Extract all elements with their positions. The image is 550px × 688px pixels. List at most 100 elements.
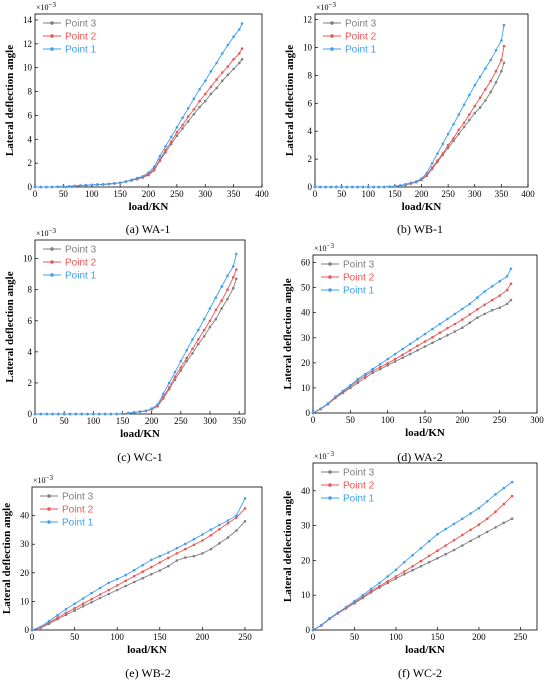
exponent-value: −3 — [329, 1, 337, 9]
legend-label: Point 1 — [65, 45, 97, 56]
data-point — [509, 298, 513, 302]
data-point — [84, 183, 88, 187]
y-axis-label: Lateral deflection angle — [282, 278, 294, 389]
exponent-label: ×10−3 — [36, 1, 56, 12]
y-tick-label: 20 — [301, 555, 311, 565]
data-point — [403, 570, 406, 573]
data-point — [184, 556, 187, 559]
data-point — [81, 597, 85, 600]
data-point — [394, 568, 398, 572]
data-point — [175, 552, 179, 555]
data-point — [393, 360, 397, 363]
data-point — [414, 180, 418, 183]
data-point — [453, 330, 457, 333]
data-point — [138, 410, 142, 414]
data-point — [438, 331, 442, 335]
y-tick-label: 10 — [301, 383, 311, 393]
y-tick-label: 10 — [23, 254, 33, 264]
data-point — [56, 185, 59, 189]
x-tick-label: 100 — [381, 415, 395, 425]
data-point — [404, 182, 407, 186]
data-point — [408, 352, 412, 356]
data-point — [408, 349, 412, 352]
data-point — [408, 342, 412, 346]
legend-marker — [328, 470, 332, 474]
data-point — [452, 136, 455, 140]
legend-label: Point 2 — [343, 481, 375, 492]
data-point — [419, 546, 423, 550]
data-point — [468, 118, 471, 122]
x-axis-label-text: load/ — [129, 201, 153, 213]
data-point — [498, 280, 502, 283]
data-point — [175, 126, 179, 129]
data-point — [56, 613, 59, 617]
data-point — [167, 381, 171, 385]
x-tick-label: 250 — [514, 632, 528, 642]
data-point — [179, 369, 183, 372]
data-point — [107, 182, 111, 186]
x-tick-label: 250 — [170, 189, 184, 199]
x-tick-label: 0 — [30, 632, 35, 642]
data-point — [388, 185, 391, 188]
x-tick-label: 150 — [418, 415, 432, 425]
data-point — [220, 299, 223, 302]
data-point — [214, 296, 218, 299]
data-point — [505, 275, 509, 278]
legend-marker — [328, 262, 332, 266]
legend-marker — [47, 520, 51, 524]
data-point — [204, 92, 207, 96]
chart-e: 0 50 100 150 200 250 0 10 20 30 40 ×10−3 Lateral def… — [1, 474, 263, 680]
x-tick-label: 200 — [472, 632, 486, 642]
data-point — [356, 379, 360, 383]
data-point — [73, 607, 76, 610]
y-tick-label: 40 — [301, 486, 311, 496]
data-point — [30, 628, 34, 632]
legend-marker — [328, 275, 332, 279]
data-point — [221, 52, 224, 55]
data-point — [167, 564, 170, 568]
legend-marker — [330, 47, 334, 51]
data-point — [158, 561, 162, 564]
data-point — [232, 58, 235, 61]
data-point — [144, 409, 148, 413]
data-point — [367, 185, 370, 189]
data-point — [192, 543, 196, 547]
data-point — [192, 538, 196, 541]
data-point — [484, 88, 487, 91]
data-point — [502, 486, 506, 490]
x-tick-label: 100 — [85, 189, 99, 199]
data-point — [509, 282, 513, 286]
data-point — [167, 551, 170, 554]
data-point — [107, 592, 110, 596]
y-axis-label: Lateral deflection angle — [4, 45, 16, 156]
data-point — [334, 395, 337, 399]
data-point — [109, 412, 113, 416]
data-point — [220, 285, 223, 288]
data-point — [461, 533, 464, 537]
x-axis-label-text: load/ — [127, 644, 151, 656]
data-point — [226, 536, 230, 539]
data-point — [441, 152, 445, 155]
data-point — [494, 49, 498, 52]
x-tick-label: 0 — [33, 416, 38, 426]
data-point — [243, 520, 247, 523]
data-point — [240, 22, 244, 25]
data-point — [33, 185, 37, 189]
data-point — [326, 402, 330, 405]
data-point — [175, 134, 179, 137]
chart-c: 0 50 100 150 200 250 300 350 0 2 4 6 8 10 ×10−3 Lateral… — [4, 227, 246, 464]
data-point — [175, 559, 179, 562]
data-point — [335, 185, 338, 189]
data-point — [461, 326, 464, 330]
legend-label: Point 2 — [62, 505, 94, 516]
data-point — [319, 407, 322, 411]
data-point — [173, 375, 177, 379]
data-point — [416, 344, 419, 348]
exponent-label: ×10−3 — [316, 1, 336, 12]
data-point — [436, 549, 439, 552]
data-point — [135, 176, 139, 180]
data-point — [232, 286, 235, 290]
data-point — [208, 325, 212, 329]
data-point — [90, 601, 93, 604]
data-point — [411, 565, 414, 568]
